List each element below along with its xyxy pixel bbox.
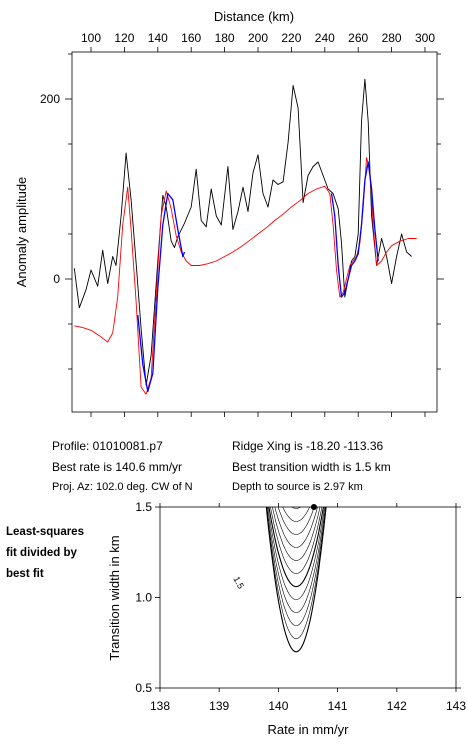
contour-line bbox=[266, 507, 327, 627]
best-fit-marker bbox=[310, 504, 317, 510]
contour-line bbox=[266, 507, 326, 614]
model-anomaly-line bbox=[74, 157, 417, 395]
contour-line bbox=[282, 507, 310, 522]
contour-ticks: 138 139 140 141 142 143 0.5 1.0 1.5 bbox=[135, 500, 466, 713]
contour-line bbox=[265, 507, 327, 653]
contour-line bbox=[270, 507, 323, 574]
profile-x-tick-label: 140 bbox=[148, 31, 168, 45]
contour-value-label: 1.5 bbox=[231, 575, 246, 591]
profile-x-tick-label: 220 bbox=[281, 31, 301, 45]
depth-to-source: Depth to source is 2.97 km bbox=[232, 481, 363, 493]
profile-x-tick-label: 100 bbox=[81, 31, 101, 45]
anomaly-profile-chart: Distance (km) Anomaly amplitude 100 120 14… bbox=[14, 9, 444, 417]
profile-x-tick-label: 300 bbox=[415, 31, 435, 45]
profile-y-tick-label: 0 bbox=[53, 272, 60, 286]
profile-x-tick-label: 260 bbox=[348, 31, 368, 45]
contour-y-axis-label: Transition width in km bbox=[107, 535, 122, 660]
contour-y-tick-label: 1.0 bbox=[135, 591, 152, 605]
contour-x-tick-label: 142 bbox=[387, 699, 407, 713]
contour-x-tick-label: 139 bbox=[209, 699, 229, 713]
contour-x-tick-label: 141 bbox=[328, 699, 348, 713]
profile-ticks: 100 120 140 160 180 200 220 240 260 280 300 0 200 bbox=[40, 31, 444, 417]
observed-anomaly-line bbox=[73, 78, 412, 386]
contour-line bbox=[277, 507, 315, 535]
projection-azimuth: Proj. Az: 102.0 deg. CW of N bbox=[52, 481, 193, 493]
contour-x-axis-label: Rate in mm/yr bbox=[268, 722, 350, 737]
profile-y-axis-label: Anomaly amplitude bbox=[14, 177, 29, 288]
contour-line bbox=[267, 507, 325, 601]
contour-line bbox=[265, 507, 327, 640]
contour-line bbox=[268, 507, 324, 588]
contour-line bbox=[272, 507, 321, 561]
profile-x-tick-label: 280 bbox=[382, 31, 402, 45]
contour-plot-frame bbox=[159, 506, 457, 689]
contour-x-tick-label: 143 bbox=[446, 699, 466, 713]
profile-x-tick-label: 240 bbox=[315, 31, 335, 45]
contour-y-tick-label: 1.5 bbox=[135, 500, 152, 514]
profile-x-tick-label: 180 bbox=[215, 31, 235, 45]
ridge-crossing: Ridge Xing is -18.20 -113.36 bbox=[232, 439, 384, 453]
fitted-segment-line-1 bbox=[137, 192, 186, 393]
profile-series bbox=[73, 78, 417, 395]
contour-y-tick-label: 0.5 bbox=[135, 681, 152, 695]
contour-x-tick-label: 140 bbox=[268, 699, 288, 713]
least-squares-note: Least-squares fit divided by best fit bbox=[6, 526, 84, 580]
profile-y-tick-label: 200 bbox=[40, 92, 60, 106]
profile-x-axis-label: Distance (km) bbox=[214, 9, 294, 24]
contour-line bbox=[291, 507, 301, 509]
profile-x-tick-label: 200 bbox=[248, 31, 268, 45]
contour-x-tick-label: 138 bbox=[150, 699, 170, 713]
profile-plot-frame bbox=[71, 51, 438, 413]
profile-name: Profile: 01010081.p7 bbox=[52, 439, 163, 453]
profile-x-tick-label: 160 bbox=[181, 31, 201, 45]
profile-x-tick-label: 120 bbox=[114, 31, 134, 45]
best-transition-width: Best transition width is 1.5 km bbox=[232, 460, 391, 474]
best-rate: Best rate is 140.6 mm/yr bbox=[52, 460, 183, 474]
misfit-contour-chart: 138 139 140 141 142 143 0.5 1.0 1.5 Rate in mm/y… bbox=[107, 500, 466, 737]
fitted-segment-line-2 bbox=[330, 161, 379, 298]
contour-line bbox=[274, 507, 318, 548]
misfit-contours bbox=[265, 507, 327, 653]
